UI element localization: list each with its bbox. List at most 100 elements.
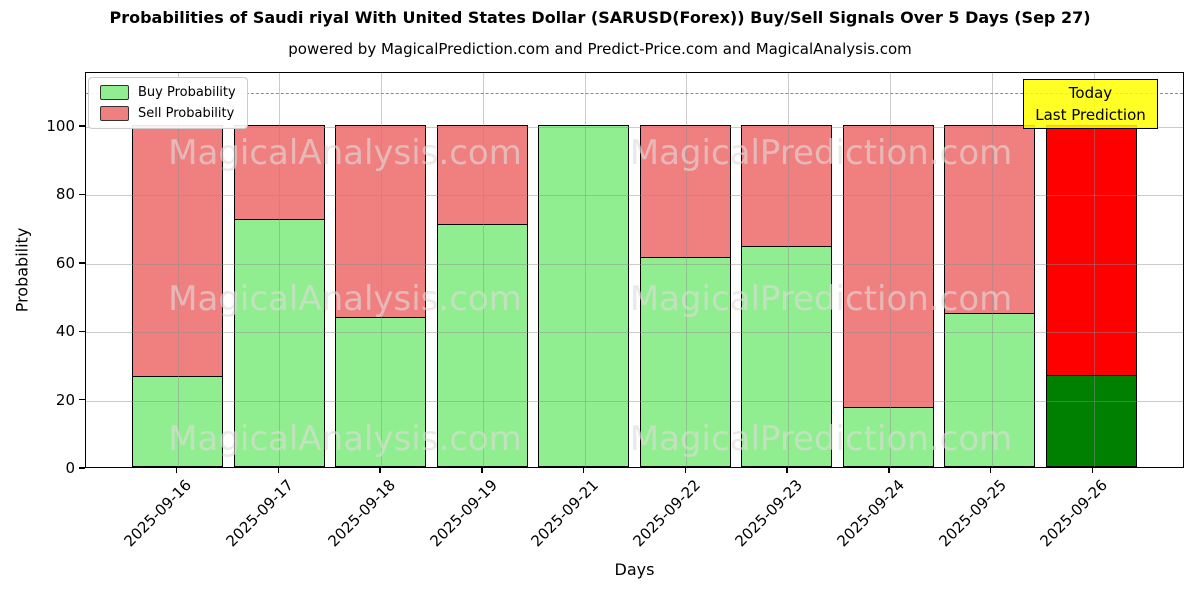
x-tick-mark — [582, 468, 585, 473]
watermark-text: MagicalPrediction.com — [629, 133, 1013, 173]
watermark-text: MagicalAnalysis.com — [168, 419, 522, 459]
watermark-text: MagicalAnalysis.com — [168, 279, 522, 319]
bars-container — [86, 73, 1183, 467]
threshold-dashed-line — [86, 92, 1183, 94]
y-tick-mark — [79, 125, 85, 127]
v-gridline — [1093, 73, 1095, 467]
x-tick-label: 2025-09-19 — [426, 476, 501, 551]
sell-segment — [944, 125, 1036, 314]
x-tick-label: 2025-09-25 — [935, 476, 1010, 551]
x-tick-label: 2025-09-22 — [629, 476, 705, 551]
bar-2025-09-25 — [944, 73, 1036, 467]
x-tick-label: 2025-09-16 — [120, 476, 196, 551]
annotation-line1: Today — [1068, 84, 1113, 102]
bar-2025-09-19 — [436, 73, 528, 467]
legend-entry-sell: Sell Probability — [100, 106, 236, 121]
bar-2025-09-24 — [842, 73, 934, 467]
x-tick-label: 2025-09-23 — [731, 476, 806, 551]
legend-entry-buy: Buy Probability — [100, 85, 236, 100]
sell-swatch-icon — [100, 106, 129, 121]
v-gridline — [584, 73, 586, 467]
x-tick-label: 2025-09-24 — [833, 476, 908, 551]
v-gridline — [177, 73, 179, 467]
x-tick-mark — [684, 468, 687, 473]
v-gridline — [889, 73, 891, 467]
legend: Buy Probability Sell Probability — [88, 77, 248, 129]
watermark-text: MagicalPrediction.com — [629, 279, 1013, 319]
y-tick-mark — [79, 467, 85, 469]
x-tick-mark — [175, 468, 178, 473]
v-gridline — [482, 73, 484, 467]
buy-swatch-icon — [100, 85, 129, 100]
x-tick-mark — [481, 468, 483, 473]
h-gridline — [86, 127, 1183, 129]
x-axis-label: Days — [614, 560, 655, 579]
v-gridline — [686, 73, 688, 467]
sell-segment — [233, 125, 325, 220]
sell-segment — [639, 125, 731, 257]
plot-area: MagicalAnalysis.com MagicalPrediction.com… — [85, 72, 1184, 468]
chart-title: Probabilities of Saudi riyal With United… — [109, 8, 1091, 27]
sell-segment — [436, 125, 528, 225]
x-tick-label: 2025-09-26 — [1036, 476, 1112, 551]
watermark-text: MagicalAnalysis.com — [168, 133, 522, 173]
buy-segment — [538, 125, 630, 467]
x-tick-mark — [379, 468, 381, 473]
bar-2025-09-23 — [741, 73, 833, 467]
h-gridline — [86, 400, 1183, 402]
v-gridline — [381, 73, 383, 467]
x-tick-mark — [990, 468, 992, 473]
sell-segment — [1045, 125, 1137, 375]
x-tick-label: 2025-09-21 — [527, 476, 603, 551]
y-tick-label: 20 — [55, 390, 75, 409]
x-tick-mark — [277, 468, 279, 473]
sell-segment — [842, 125, 934, 408]
bar-2025-09-16 — [132, 73, 223, 467]
chart-subtitle: powered by MagicalPrediction.com and Pre… — [288, 40, 912, 58]
bar-2025-09-18 — [335, 73, 427, 467]
bar-2025-09-17 — [233, 73, 325, 467]
x-tick-label: 2025-09-17 — [222, 476, 298, 551]
today-annotation: Today Last Prediction — [1023, 79, 1158, 129]
y-tick-mark — [79, 193, 85, 196]
y-tick-label: 80 — [55, 185, 75, 204]
sell-segment — [741, 125, 833, 247]
y-tick-label: 60 — [55, 253, 75, 272]
y-tick-mark — [79, 330, 85, 332]
x-tick-label: 2025-09-18 — [324, 476, 399, 551]
buy-segment — [335, 316, 427, 467]
buy-segment — [639, 256, 731, 467]
h-gridline — [86, 332, 1183, 334]
buy-segment — [233, 219, 325, 467]
v-gridline — [788, 73, 790, 467]
buy-segment — [741, 246, 833, 467]
legend-label-buy: Buy Probability — [138, 85, 236, 100]
sell-segment — [132, 125, 223, 377]
y-tick-mark — [79, 262, 85, 264]
y-tick-label: 40 — [55, 322, 75, 341]
buy-segment — [1045, 374, 1137, 467]
buy-segment — [944, 313, 1036, 467]
x-tick-mark — [1091, 468, 1094, 473]
bar-2025-09-22 — [639, 73, 731, 467]
y-tick-label: 0 — [65, 459, 75, 477]
v-gridline — [279, 73, 281, 467]
y-tick-mark — [79, 398, 85, 401]
sell-segment — [335, 125, 427, 317]
annotation-line2: Last Prediction — [1035, 106, 1146, 124]
buy-segment — [842, 407, 934, 467]
v-gridline — [991, 73, 993, 467]
watermark-text: MagicalPrediction.com — [629, 419, 1013, 459]
buy-segment — [132, 376, 223, 467]
bar-2025-09-26 — [1045, 73, 1137, 467]
buy-segment — [436, 224, 528, 467]
x-tick-mark — [786, 468, 788, 473]
h-gridline — [86, 263, 1183, 265]
y-axis-label: Probability — [12, 227, 32, 313]
y-tick-label: 100 — [46, 117, 75, 136]
x-tick-mark — [888, 468, 890, 473]
h-gridline — [86, 195, 1183, 197]
bar-2025-09-21 — [538, 73, 630, 467]
legend-label-sell: Sell Probability — [138, 106, 235, 121]
